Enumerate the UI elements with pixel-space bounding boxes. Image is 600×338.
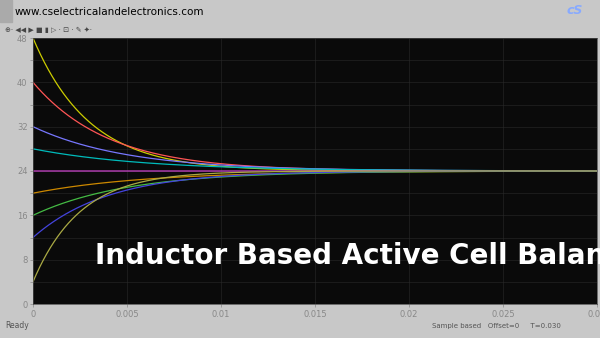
Text: Ready: Ready [5, 321, 29, 331]
Bar [0, 0, 12, 22]
Text: cS: cS [566, 4, 583, 18]
Text: Sample based   Offset=0     T=0.030: Sample based Offset=0 T=0.030 [432, 323, 561, 329]
Text: Inductor Based Active Cell Balancing: Inductor Based Active Cell Balancing [95, 242, 600, 270]
Text: ⊕· ◀◀ ▶ ■ ▮ ▷ · ⊡ · ✎ ✦·: ⊕· ◀◀ ▶ ■ ▮ ▷ · ⊡ · ✎ ✦· [5, 27, 92, 33]
Text: www.cselectricalandelectronics.com: www.cselectricalandelectronics.com [15, 7, 205, 17]
